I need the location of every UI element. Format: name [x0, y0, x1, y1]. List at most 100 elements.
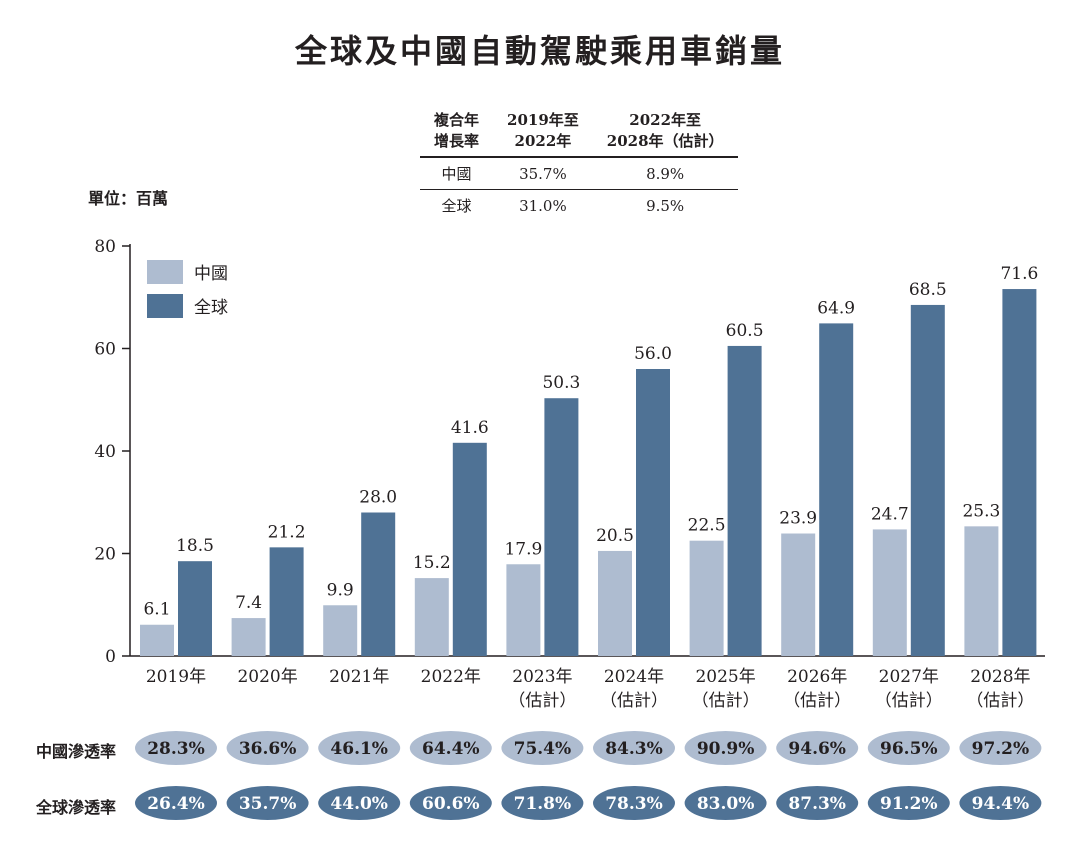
data-label-global: 21.2 [268, 522, 306, 542]
cagr-row-label: 全球 [441, 197, 472, 215]
global-penetration-value: 35.7% [239, 794, 297, 814]
bar-global [819, 323, 854, 656]
bar-global [636, 369, 670, 656]
global-penetration-ellipse [135, 786, 217, 820]
china-penetration-ellipse [776, 731, 859, 765]
china-penetration-value: 94.6% [788, 739, 846, 759]
data-label-global: 71.6 [1000, 264, 1038, 284]
x-tick-label: （估計） [692, 691, 760, 711]
data-label-global: 50.3 [542, 373, 580, 393]
global-penetration-ellipse [409, 786, 492, 820]
legend-swatch-china [147, 260, 183, 284]
bar-china [964, 526, 999, 656]
bar-global [544, 398, 579, 656]
china-penetration-label: 中國滲透率 [36, 742, 117, 761]
china-penetration-ellipse [409, 731, 492, 765]
bar-global [361, 512, 396, 656]
china-penetration-value: 84.3% [605, 739, 663, 759]
legend-swatch-global [147, 294, 183, 318]
x-tick-label: 2027年 [879, 667, 939, 687]
data-label-china: 22.5 [688, 516, 726, 536]
bar-china [872, 529, 907, 656]
global-penetration-value: 94.4% [972, 794, 1030, 814]
data-label-global: 41.6 [451, 418, 489, 438]
cagr-row-label: 中國 [420, 157, 494, 190]
global-penetration-ellipse [501, 786, 584, 820]
global-penetration-value: 87.3% [788, 794, 846, 814]
china-penetration-ellipse [135, 731, 217, 765]
y-tick-label: 80 [94, 237, 116, 257]
data-label-china: 24.7 [871, 504, 909, 524]
global-penetration-value: 83.0% [697, 794, 755, 814]
bar-china [231, 618, 266, 656]
global-penetration-ellipse [593, 786, 675, 820]
bar-china [414, 578, 449, 656]
unit-label: 單位：百萬 [88, 189, 169, 208]
cagr-table: 複合年 增長率 2019年至 2022年 2022年至 2028年（估計） 中國… [420, 108, 738, 221]
x-tick-label: 2024年 [604, 667, 664, 687]
china-penetration-value: 96.5% [880, 739, 938, 759]
data-label-global: 56.0 [634, 344, 672, 364]
cagr-value: 8.9% [592, 157, 738, 190]
global-penetration-ellipse [684, 786, 767, 820]
bar-global [727, 345, 762, 656]
x-tick-label: 2028年 [970, 667, 1030, 687]
data-label-global: 64.9 [817, 298, 855, 318]
global-penetration-ellipse [959, 786, 1042, 820]
china-penetration-ellipse [226, 731, 309, 765]
bar-china [323, 605, 358, 656]
global-penetration-value: 26.4% [147, 794, 205, 814]
data-label-china: 20.5 [596, 526, 634, 546]
data-label-china: 23.9 [779, 509, 817, 529]
china-penetration-value: 64.4% [422, 739, 480, 759]
data-label-china: 7.4 [235, 593, 262, 613]
y-tick-label: 40 [94, 442, 116, 462]
cagr-header-2022-2028: 2022年至 2028年（估計） [592, 108, 738, 158]
china-penetration-value: 46.1% [330, 739, 388, 759]
cagr-header-2019-2022: 2019年至 2022年 [493, 108, 593, 158]
global-penetration-ellipse [226, 786, 309, 820]
bar-global [1002, 289, 1037, 656]
bar-global [178, 561, 212, 656]
bar-china [598, 550, 632, 656]
global-penetration-value: 78.3% [605, 794, 663, 814]
x-tick-label: 2019年 [146, 667, 206, 687]
data-label-global: 60.5 [726, 321, 764, 341]
y-tick-label: 60 [94, 340, 116, 360]
china-penetration-ellipse [593, 731, 675, 765]
china-penetration-ellipse [318, 731, 401, 765]
x-tick-label: （估計） [783, 691, 851, 711]
global-penetration-value: 91.2% [880, 794, 938, 814]
data-label-china: 6.1 [143, 600, 170, 620]
legend-label: 全球 [194, 298, 228, 318]
x-tick-label: 2025年 [695, 667, 755, 687]
global-penetration-ellipse [867, 786, 950, 820]
data-label-global: 18.5 [176, 536, 214, 556]
bar-global [910, 304, 945, 656]
y-tick-label: 20 [94, 545, 116, 565]
data-label-global: 68.5 [909, 280, 947, 300]
cagr-row-china: 中國 35.7% 8.9% [420, 157, 738, 190]
bar-china [781, 533, 816, 656]
cagr-header-row: 複合年 增長率 2019年至 2022年 2022年至 2028年（估計） [420, 108, 738, 158]
cagr-value: 31.0% [519, 196, 567, 215]
bar-global [452, 442, 487, 656]
china-penetration-ellipse [501, 731, 584, 765]
legend-label: 中國 [194, 264, 228, 284]
china-penetration-value: 36.6% [239, 739, 297, 759]
global-penetration-ellipse [318, 786, 401, 820]
bar-china [140, 624, 174, 656]
x-tick-label: 2026年 [787, 667, 847, 687]
global-penetration-value: 60.6% [422, 794, 480, 814]
x-tick-label: 2020年 [237, 667, 297, 687]
chart-title: 全球及中國自動駕駛乘用車銷量 [294, 32, 785, 70]
bar-global [269, 547, 304, 656]
x-tick-label: 2023年 [512, 667, 572, 687]
x-tick-label: （估計） [966, 691, 1034, 711]
cagr-header-label: 複合年 增長率 [420, 108, 494, 158]
data-label-global: 28.0 [359, 488, 397, 508]
china-penetration-value: 75.4% [514, 739, 572, 759]
x-tick-label: 2021年 [329, 667, 389, 687]
data-label-china: 15.2 [413, 553, 451, 573]
